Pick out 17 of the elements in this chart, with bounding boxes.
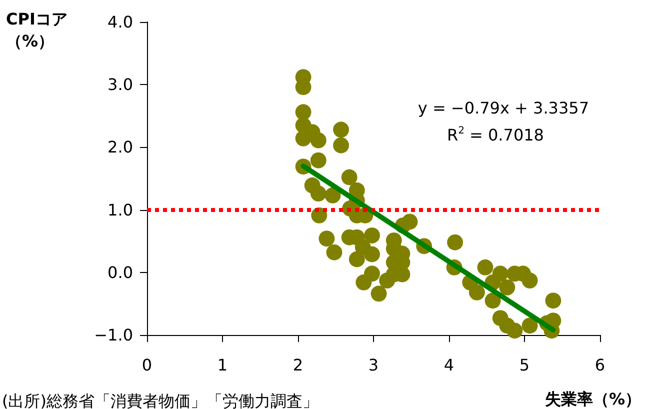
y-tick-label: 2.0 <box>108 138 133 157</box>
x-tick-label: 4 <box>444 356 454 374</box>
x-tick-label: 5 <box>519 356 530 374</box>
annotation: y = −0.79x + 3.3357 <box>418 98 589 118</box>
x-axis-title: 失業率（%） <box>544 390 641 408</box>
x-tick-label: 2 <box>292 356 304 374</box>
x-tick-label: 6 <box>594 356 606 374</box>
x-tick-label: 3 <box>368 356 379 374</box>
y-tick-label: 4.0 <box>108 12 133 32</box>
y-tick-label: −1.0 <box>94 326 133 344</box>
y-tick-label: 1.0 <box>108 200 133 220</box>
x-tick-label: 0 <box>142 356 152 374</box>
y-axis-title: CPIコア（%） <box>6 10 68 50</box>
y-tick-label: 3.0 <box>108 75 133 94</box>
y-tick-label: 0.0 <box>108 262 133 282</box>
text: (出所)総務省「消費者物価」「労働力調査」 <box>2 392 318 409</box>
x-tick-label: 1 <box>217 356 228 374</box>
